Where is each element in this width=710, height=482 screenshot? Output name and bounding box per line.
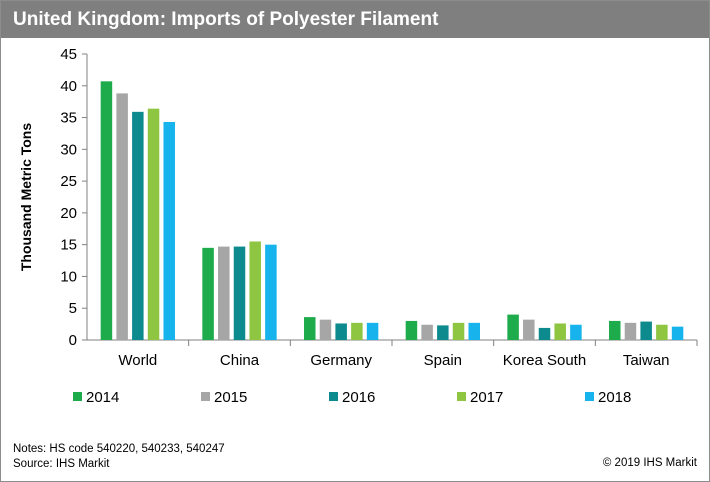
axes-layer — [82, 53, 698, 346]
y-tick-label: 15 — [60, 237, 77, 254]
y-tick-label: 40 — [60, 78, 77, 95]
y-tick-label: 25 — [60, 173, 77, 190]
legend-label: 2018 — [598, 389, 631, 406]
legend-item: 2014 — [73, 389, 119, 406]
notes-block: Notes: HS code 540220, 540233, 540247 So… — [13, 442, 225, 472]
y-tick-label: 35 — [60, 110, 77, 127]
notes-line: Notes: HS code 540220, 540233, 540247 — [13, 443, 225, 455]
copyright-text: © 2019 IHS Markit — [602, 457, 697, 469]
bar-2015 — [319, 319, 332, 340]
y-tick-label: 10 — [60, 268, 77, 285]
bar-2016 — [437, 325, 449, 340]
legend-label: 2017 — [470, 389, 503, 406]
bar-2014 — [609, 320, 621, 340]
legend-swatch — [329, 392, 338, 401]
legend-item: 2015 — [201, 389, 247, 406]
legend-label: 2015 — [214, 389, 247, 406]
bar-2018 — [468, 322, 480, 340]
bar-2016 — [233, 246, 246, 340]
x-category-label: Germany — [310, 352, 372, 369]
bar-2016 — [335, 323, 347, 340]
title-bar: United Kingdom: Imports of Polyester Fil… — [1, 1, 709, 38]
y-tick-label: 30 — [60, 141, 77, 158]
bar-2016 — [132, 111, 144, 340]
y-tick-label: 20 — [60, 205, 77, 222]
y-tick-label: 0 — [69, 332, 77, 349]
bar-2017 — [351, 322, 363, 340]
legend-swatch — [73, 392, 82, 401]
bars-layer — [100, 81, 684, 340]
bar-2018 — [671, 326, 684, 340]
legend-swatch — [457, 392, 466, 401]
legend-label: 2014 — [86, 389, 119, 406]
x-category-label: Korea South — [503, 352, 586, 369]
legend-item: 2016 — [329, 389, 375, 406]
bar-2015 — [624, 322, 637, 340]
bar-chart: 0 5 10 15 20 25 30 35 40 45 Thousand Metric Tons Wo… — [18, 46, 698, 406]
bar-2017 — [554, 323, 566, 340]
bar-2015 — [218, 246, 230, 340]
bar-2017 — [147, 108, 160, 340]
bar-2014 — [507, 314, 519, 340]
x-category-label: Spain — [424, 352, 462, 369]
bar-2014 — [202, 247, 214, 340]
y-axis-title: Thousand Metric Tons — [18, 123, 34, 272]
legend-label: 2016 — [342, 389, 375, 406]
bar-2018 — [570, 324, 582, 340]
bar-2015 — [116, 93, 128, 340]
x-category-label: World — [118, 352, 157, 369]
bar-2015 — [421, 324, 433, 340]
labels-layer: 0 5 10 15 20 25 30 35 40 45 Thousand Metric Tons Wo… — [18, 46, 670, 369]
bar-2017 — [249, 241, 261, 340]
chart-title: United Kingdom: Imports of Polyester Fil… — [13, 9, 439, 30]
bar-2018 — [265, 244, 277, 340]
bar-2017 — [656, 324, 668, 340]
legend: 2014 2015 2016 2017 2018 — [73, 389, 631, 406]
legend-item: 2017 — [457, 389, 503, 406]
bar-2015 — [523, 319, 535, 340]
bar-2014 — [304, 317, 316, 340]
bar-2016 — [640, 321, 652, 340]
bar-2017 — [452, 322, 465, 340]
x-category-label: Taiwan — [623, 352, 670, 369]
legend-swatch — [585, 392, 594, 401]
bar-2018 — [163, 122, 175, 340]
y-tick-label: 45 — [60, 46, 77, 63]
y-tick-label: 5 — [69, 300, 77, 317]
bar-2016 — [538, 327, 551, 340]
legend-item: 2018 — [585, 389, 631, 406]
bar-2018 — [366, 322, 379, 340]
source-line: Source: IHS Markit — [13, 458, 110, 470]
bar-2014 — [405, 320, 418, 340]
x-category-label: China — [220, 352, 260, 369]
legend-swatch — [201, 392, 210, 401]
bar-2014 — [100, 81, 113, 340]
